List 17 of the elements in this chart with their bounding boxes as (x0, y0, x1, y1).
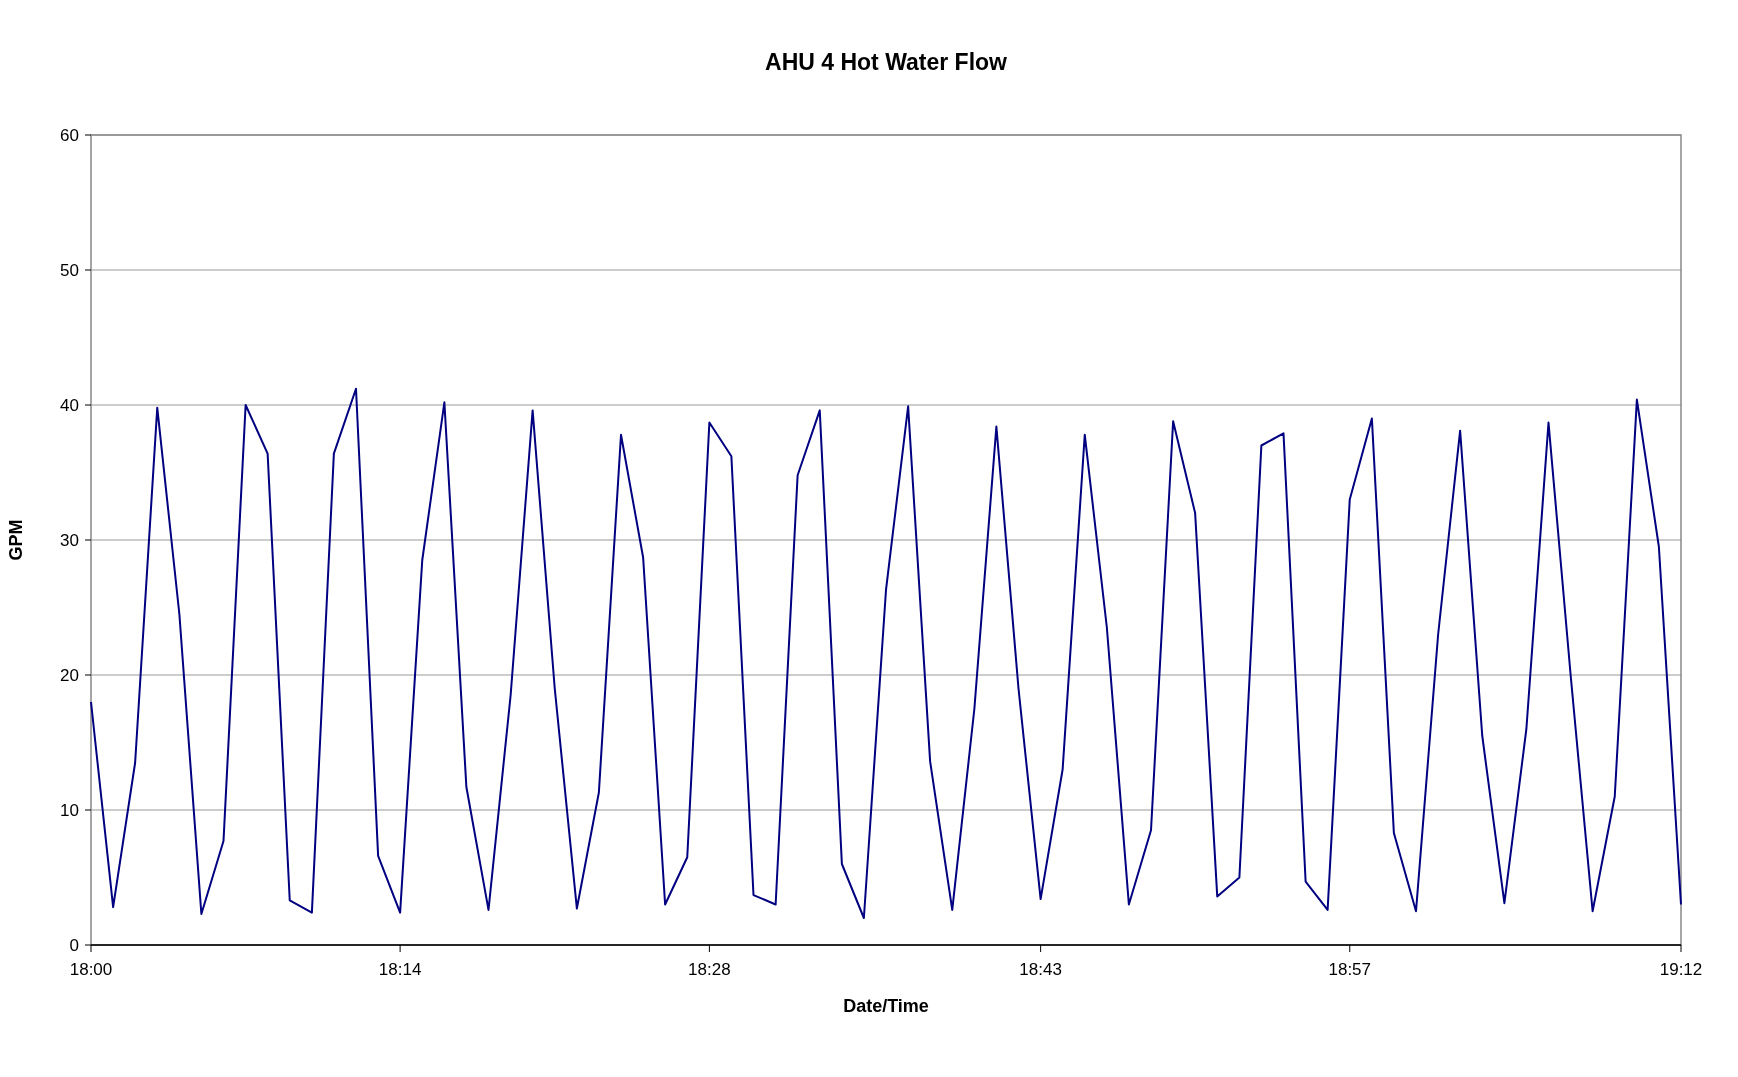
x-tick-label: 18:00 (69, 960, 113, 979)
chart-title: AHU 4 Hot Water Flow (765, 49, 1008, 75)
y-tick-label: 10 (60, 800, 79, 820)
y-tick-label: 0 (69, 935, 79, 955)
x-tick-label: 18:43 (1019, 960, 1062, 979)
y-tick-label: 40 (60, 395, 79, 415)
line-series (90, 387, 1682, 919)
x-axis-title: Date/Time (843, 996, 929, 1016)
y-tick-label: 50 (60, 260, 79, 280)
y-tick-label: 30 (60, 530, 79, 550)
x-tick-label: 18:57 (1328, 960, 1372, 979)
x-tick-label: 18:14 (378, 960, 422, 979)
y-tick-label: 20 (60, 665, 79, 685)
x-tick-label: 18:28 (688, 960, 731, 979)
y-tick-label: 60 (60, 125, 79, 145)
x-tick-label: 19:12 (1659, 960, 1703, 979)
y-axis-title: GPM (6, 519, 26, 561)
